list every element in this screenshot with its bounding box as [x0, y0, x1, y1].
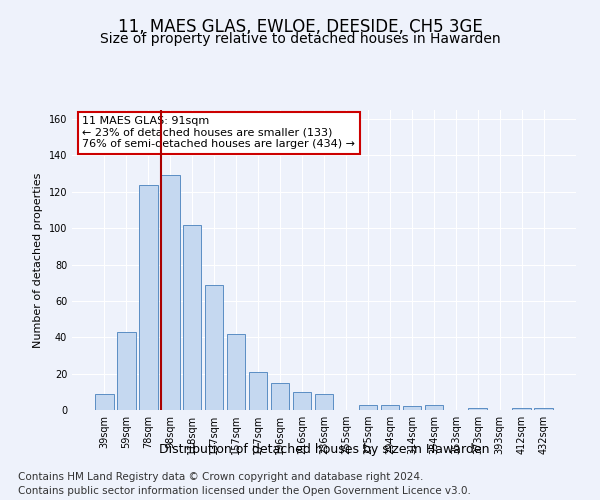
Bar [139, 184, 158, 410]
Text: 11 MAES GLAS: 91sqm
← 23% of detached houses are smaller (133)
76% of semi-detac: 11 MAES GLAS: 91sqm ← 23% of detached ho… [82, 116, 355, 149]
Text: 11, MAES GLAS, EWLOE, DEESIDE, CH5 3GE: 11, MAES GLAS, EWLOE, DEESIDE, CH5 3GE [118, 18, 482, 36]
Bar [403, 406, 421, 410]
Bar [293, 392, 311, 410]
Bar [205, 284, 223, 410]
Text: Contains public sector information licensed under the Open Government Licence v3: Contains public sector information licen… [18, 486, 471, 496]
Text: Contains HM Land Registry data © Crown copyright and database right 2024.: Contains HM Land Registry data © Crown c… [18, 472, 424, 482]
Bar [161, 176, 179, 410]
Bar [535, 408, 553, 410]
Bar [380, 404, 399, 410]
Bar [425, 404, 443, 410]
Bar [183, 224, 202, 410]
Bar [359, 404, 377, 410]
Bar [117, 332, 136, 410]
Text: Distribution of detached houses by size in Hawarden: Distribution of detached houses by size … [159, 442, 489, 456]
Bar [95, 394, 113, 410]
Bar [227, 334, 245, 410]
Bar [512, 408, 531, 410]
Y-axis label: Number of detached properties: Number of detached properties [33, 172, 43, 348]
Bar [271, 382, 289, 410]
Bar [314, 394, 334, 410]
Bar [469, 408, 487, 410]
Bar [249, 372, 268, 410]
Text: Size of property relative to detached houses in Hawarden: Size of property relative to detached ho… [100, 32, 500, 46]
